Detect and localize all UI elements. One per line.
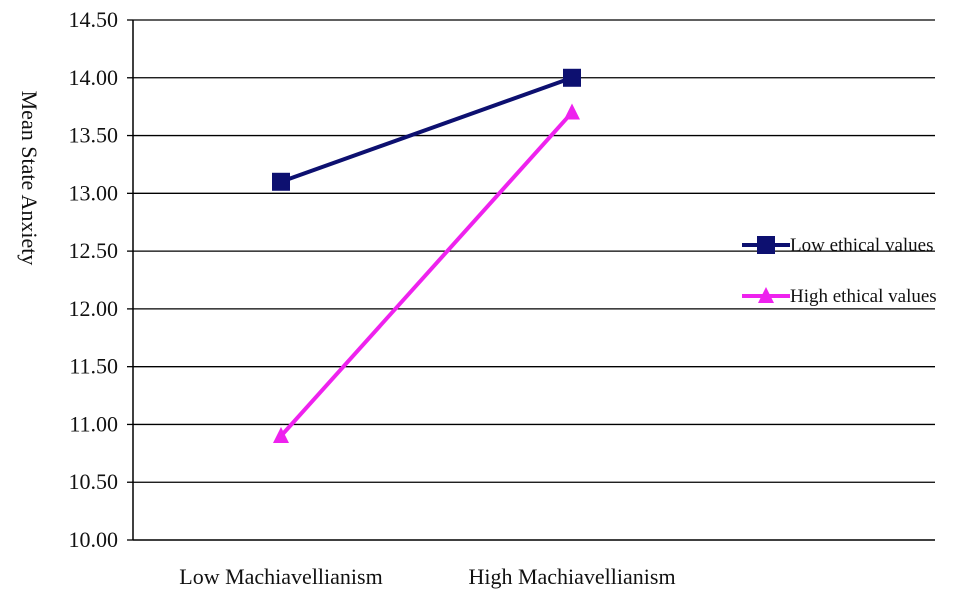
data-point-triangle (273, 427, 289, 443)
legend: Low ethical values High ethical values (742, 235, 937, 307)
legend-marker-triangle (758, 287, 774, 303)
legend-label: High ethical values (790, 286, 937, 307)
gridlines (127, 19, 935, 541)
y-tick-label: 13.50 (69, 123, 119, 148)
series-line (279, 111, 574, 438)
series-low-ethical-values (272, 68, 581, 191)
series-high-ethical-values (273, 103, 580, 443)
data-point-triangle (564, 103, 580, 120)
y-tick-label: 14.00 (69, 65, 119, 90)
y-tick-label: 11.00 (69, 411, 118, 436)
series-group (272, 68, 581, 443)
x-tick-labels: Low Machiavellianism High Machiavellianis… (179, 564, 675, 589)
y-tick-label: 11.50 (69, 354, 118, 379)
y-tick-label: 13.00 (69, 180, 119, 205)
legend-marker-square (757, 236, 775, 254)
x-tick-label: High Machiavellianism (468, 564, 675, 589)
x-tick-label: Low Machiavellianism (179, 564, 382, 589)
y-tick-label: 10.00 (69, 527, 119, 552)
data-point-square (272, 172, 290, 191)
y-axis-title: Mean State Anxiety (17, 91, 42, 266)
y-tick-label: 14.50 (69, 7, 119, 32)
legend-label: Low ethical values (790, 235, 934, 256)
y-tick-label: 10.50 (69, 469, 119, 494)
data-point-square (563, 68, 581, 87)
y-tick-label: 12.00 (69, 296, 119, 321)
series-line (280, 75, 573, 184)
y-tick-label: 12.50 (69, 238, 119, 263)
axes (132, 20, 935, 541)
y-tick-labels: 10.00 10.50 11.00 11.50 12.00 12.50 13.00 13.50… (69, 7, 119, 552)
